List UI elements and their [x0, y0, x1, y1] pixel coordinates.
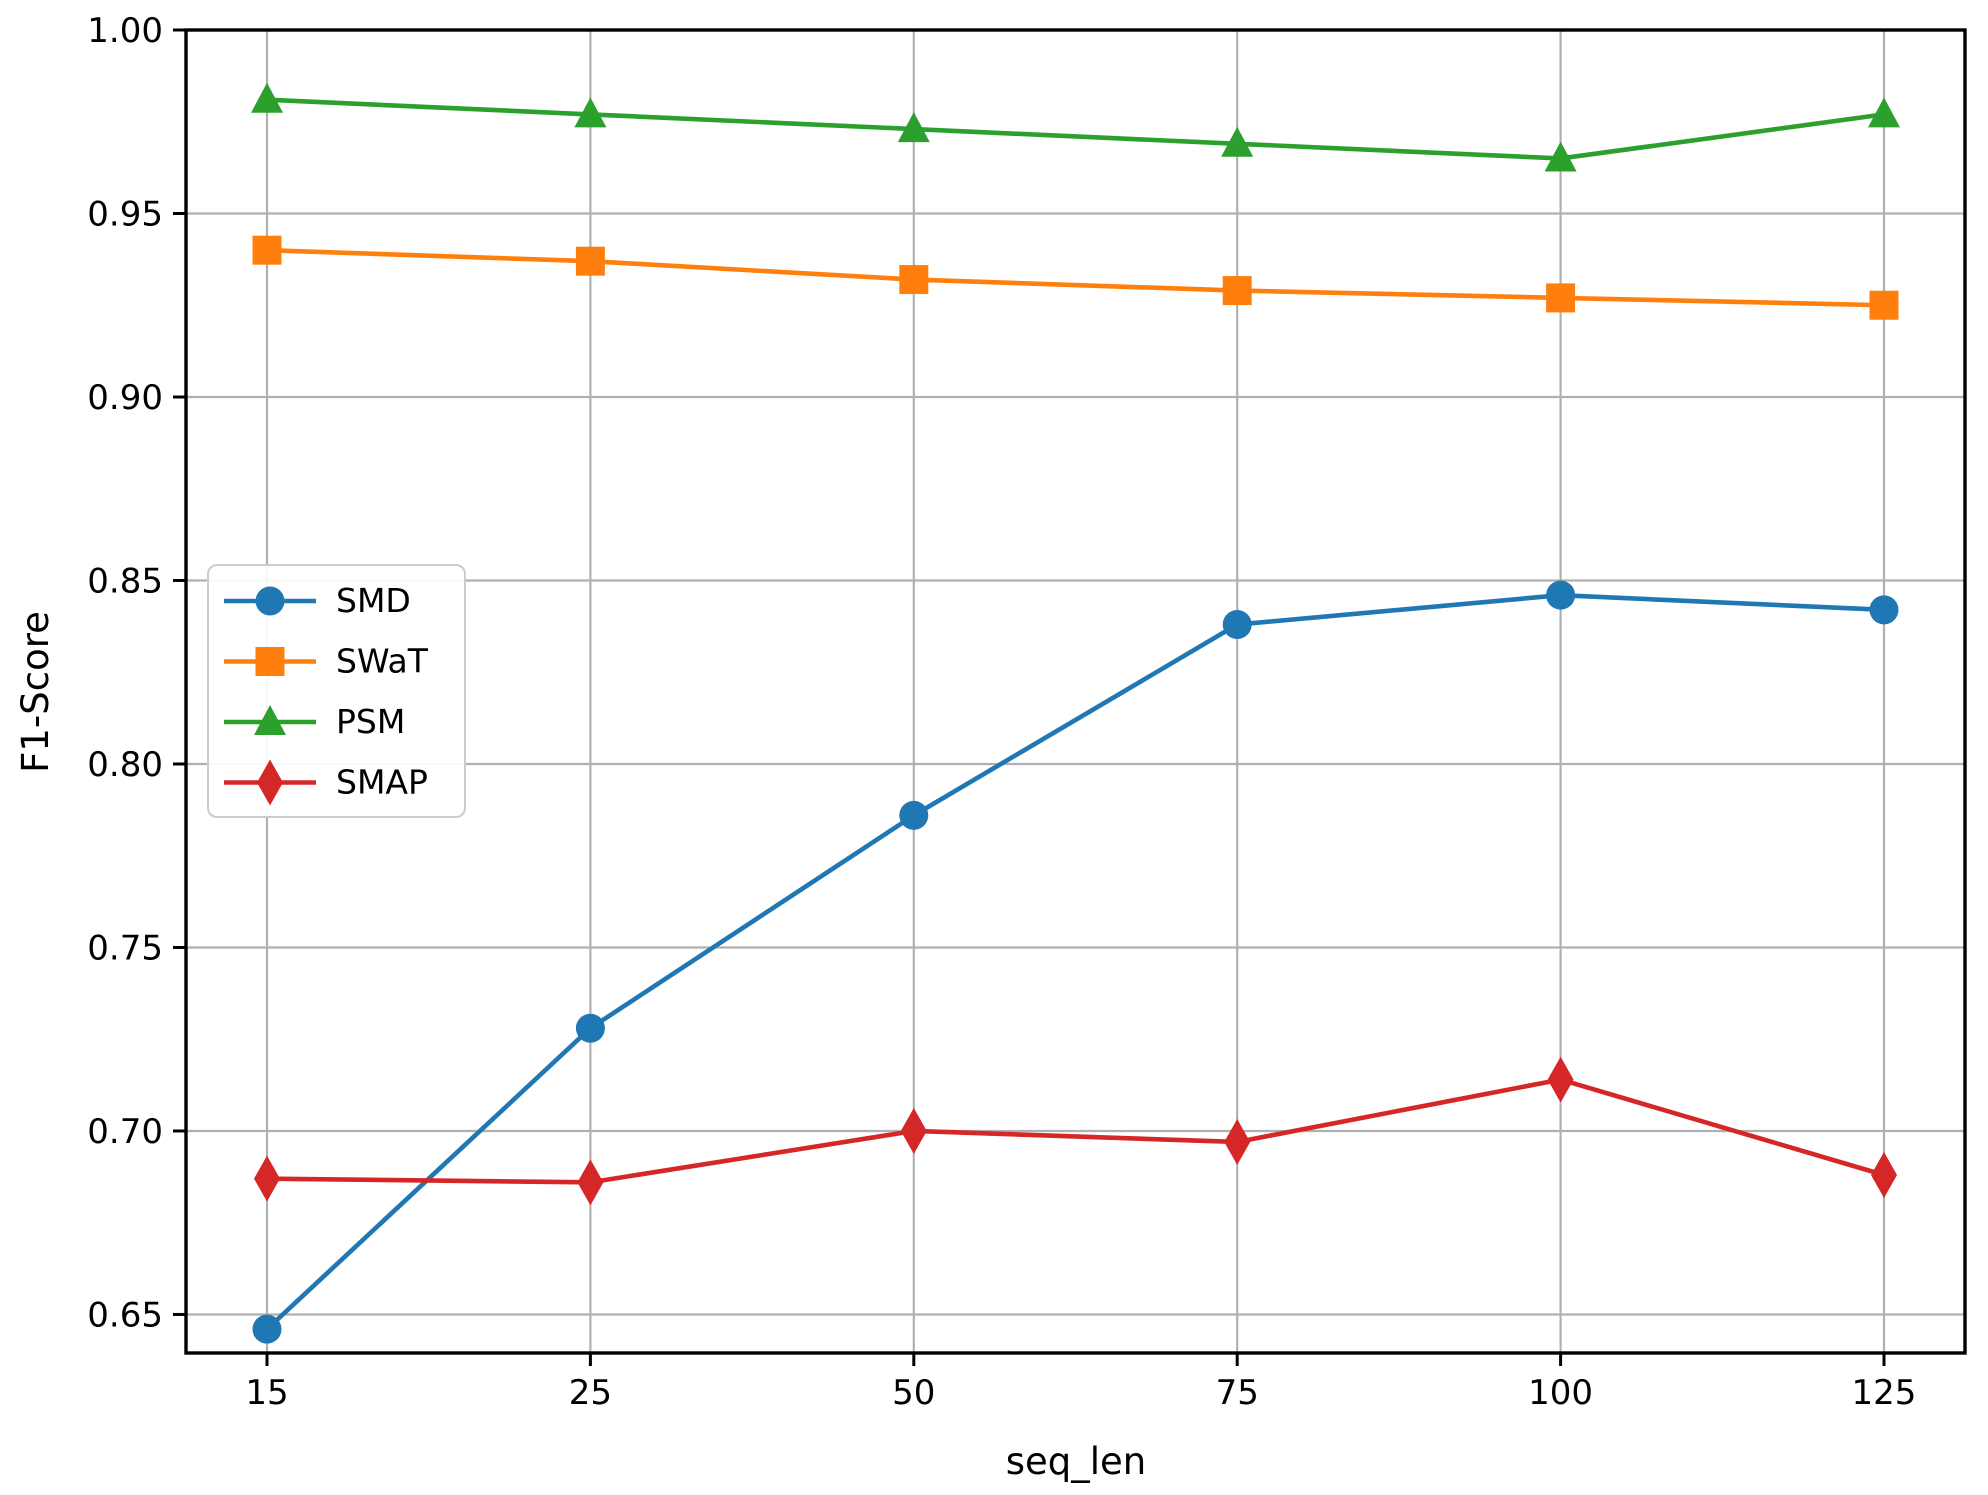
series-PSM-line	[264, 97, 1887, 161]
series-SMAP-marker	[900, 1107, 927, 1154]
x-tick-label: 75	[1216, 1373, 1259, 1413]
series-SMD-marker	[1869, 595, 1899, 625]
legend-label: PSM	[336, 702, 405, 741]
y-tick-label: 0.85	[87, 561, 163, 601]
legend-entry-SMD: SMD	[224, 581, 411, 620]
series-PSM-marker	[1221, 126, 1254, 157]
series-PSM-marker	[1544, 141, 1577, 172]
series-SMD-marker	[575, 1013, 605, 1043]
series-PSM-marker	[251, 82, 283, 113]
series-SMAP-marker	[1871, 1152, 1897, 1199]
x-tick-label: 125	[1852, 1373, 1917, 1413]
series-SWaT-marker	[899, 265, 929, 295]
legend-label: SWaT	[336, 642, 429, 681]
x-tick-label: 100	[1528, 1373, 1593, 1413]
series-SWaT	[252, 235, 1899, 320]
legend-circle-marker-icon	[255, 586, 285, 616]
series-SMD-marker	[1546, 580, 1576, 610]
series-PSM-marker	[574, 97, 607, 128]
legend-box	[207, 564, 466, 818]
series-SWaT-line	[264, 247, 1887, 308]
y-tick-label: 0.70	[87, 1112, 163, 1152]
y-axis-label: F1-Score	[14, 611, 57, 773]
series-PSM-marker	[1868, 97, 1900, 128]
series-SMD-marker	[899, 800, 929, 830]
series-SMD-line	[264, 592, 1887, 1332]
series-PSM-marker	[897, 112, 930, 143]
series-SWaT-marker	[252, 235, 282, 265]
legend-entry-SWaT: SWaT	[224, 642, 429, 681]
legend-triangle-marker-icon	[254, 705, 286, 735]
series-lines	[251, 82, 1900, 1344]
series-SMAP-marker	[577, 1159, 604, 1206]
legend: SMD SWaT PSM SMAP	[207, 564, 466, 818]
y-tick-label: 0.65	[87, 1295, 163, 1335]
y-tick-label: 0.95	[87, 194, 163, 234]
x-tick-label: 25	[569, 1373, 612, 1413]
plot-frame	[184, 28, 1967, 1355]
x-tick-label: 15	[245, 1373, 288, 1413]
x-axis-label: seq_len	[1006, 1440, 1147, 1483]
y-tick-label: 0.80	[87, 745, 163, 785]
legend-diamond-marker-icon	[257, 759, 283, 806]
legend-entry-PSM: PSM	[224, 702, 405, 741]
series-SMD-marker	[1222, 610, 1252, 640]
series-SMAP	[254, 1056, 1897, 1206]
y-tick-label: 1.00	[87, 11, 163, 51]
series-SMAP-marker	[1547, 1056, 1574, 1103]
series-SWaT-marker	[1546, 283, 1576, 313]
series-SMD	[252, 580, 1899, 1344]
axes-frame	[184, 28, 1967, 1355]
legend-entry-SMAP: SMAP	[224, 759, 428, 806]
series-SWaT-marker	[575, 246, 605, 276]
series-SMAP-marker	[254, 1155, 280, 1202]
series-SMAP-line	[264, 1077, 1887, 1185]
y-tick-label: 0.90	[87, 378, 163, 418]
series-SWaT-marker	[1869, 290, 1899, 320]
legend-label: SMD	[336, 581, 411, 620]
gridlines	[186, 28, 1965, 1353]
series-SWaT-marker	[1222, 276, 1252, 306]
series-SMD-marker	[252, 1314, 282, 1344]
legend-square-marker-icon	[255, 647, 285, 676]
x-tick-label: 50	[892, 1373, 935, 1413]
y-tick-label: 0.75	[87, 928, 163, 968]
tick-marks-and-labels: 1.00 0.95 0.90 0.85 0.80 0.75 0.70 0.65 15 25 50 75…	[87, 11, 1916, 1413]
legend-label: SMAP	[336, 763, 428, 802]
series-SMAP-marker	[1224, 1118, 1251, 1165]
series-PSM	[251, 82, 1900, 172]
